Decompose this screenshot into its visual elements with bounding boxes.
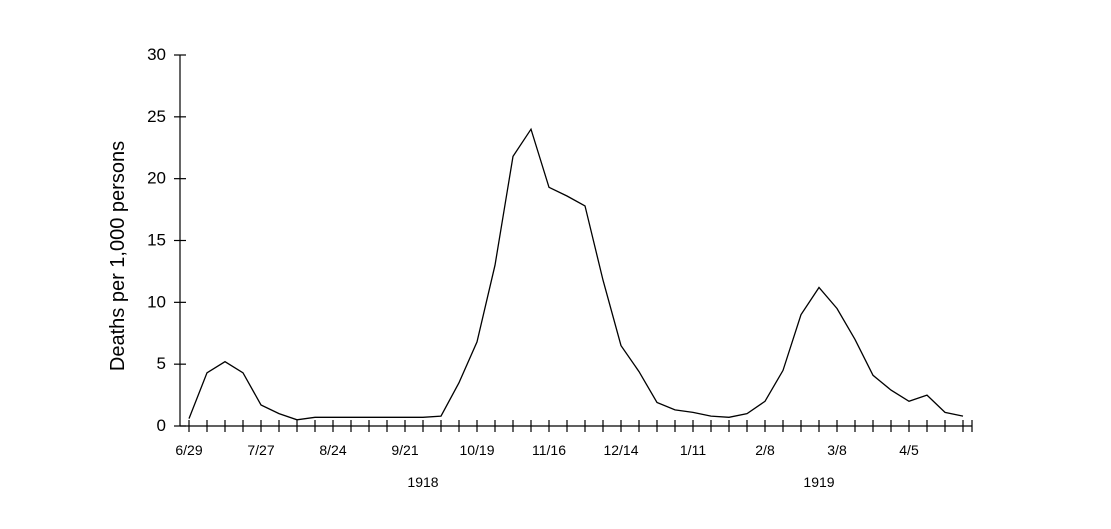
x-tick-labels: 6/29 7/27 8/24 9/21 10/19 11/16 12/14 1/11 2/8 3/… xyxy=(175,442,919,458)
y-tick-label: 15 xyxy=(147,231,166,250)
y-tick-label: 0 xyxy=(157,416,166,435)
y-tick-label: 20 xyxy=(147,169,166,188)
x-tick-label: 2/8 xyxy=(755,442,775,458)
series-group xyxy=(188,127,964,421)
x-tick-label: 4/5 xyxy=(899,442,919,458)
y-ticks: 0 5 10 15 20 25 30 xyxy=(147,45,186,435)
year-label: 1918 xyxy=(407,474,438,490)
x-tick-label: 6/29 xyxy=(175,442,202,458)
x-tick-label: 10/19 xyxy=(459,442,494,458)
y-tick-label: 5 xyxy=(157,354,166,373)
x-ticks xyxy=(188,420,973,432)
x-tick-label: 11/16 xyxy=(532,442,566,458)
x-tick-label: 8/24 xyxy=(319,442,346,458)
y-axis-label: Deaths per 1,000 persons xyxy=(107,141,129,371)
series-line xyxy=(188,127,964,421)
x-tick-label: 9/21 xyxy=(391,442,418,458)
x-tick-label: 12/14 xyxy=(603,442,638,458)
y-tick-label: 10 xyxy=(147,292,166,311)
x-tick-label: 7/27 xyxy=(247,442,274,458)
year-label: 1919 xyxy=(803,474,834,490)
year-labels: 1918 1919 xyxy=(407,474,834,490)
y-tick-label: 25 xyxy=(147,107,166,126)
y-tick-label: 30 xyxy=(147,45,166,64)
x-tick-label: 3/8 xyxy=(827,442,847,458)
x-tick-label: 1/11 xyxy=(680,442,706,458)
